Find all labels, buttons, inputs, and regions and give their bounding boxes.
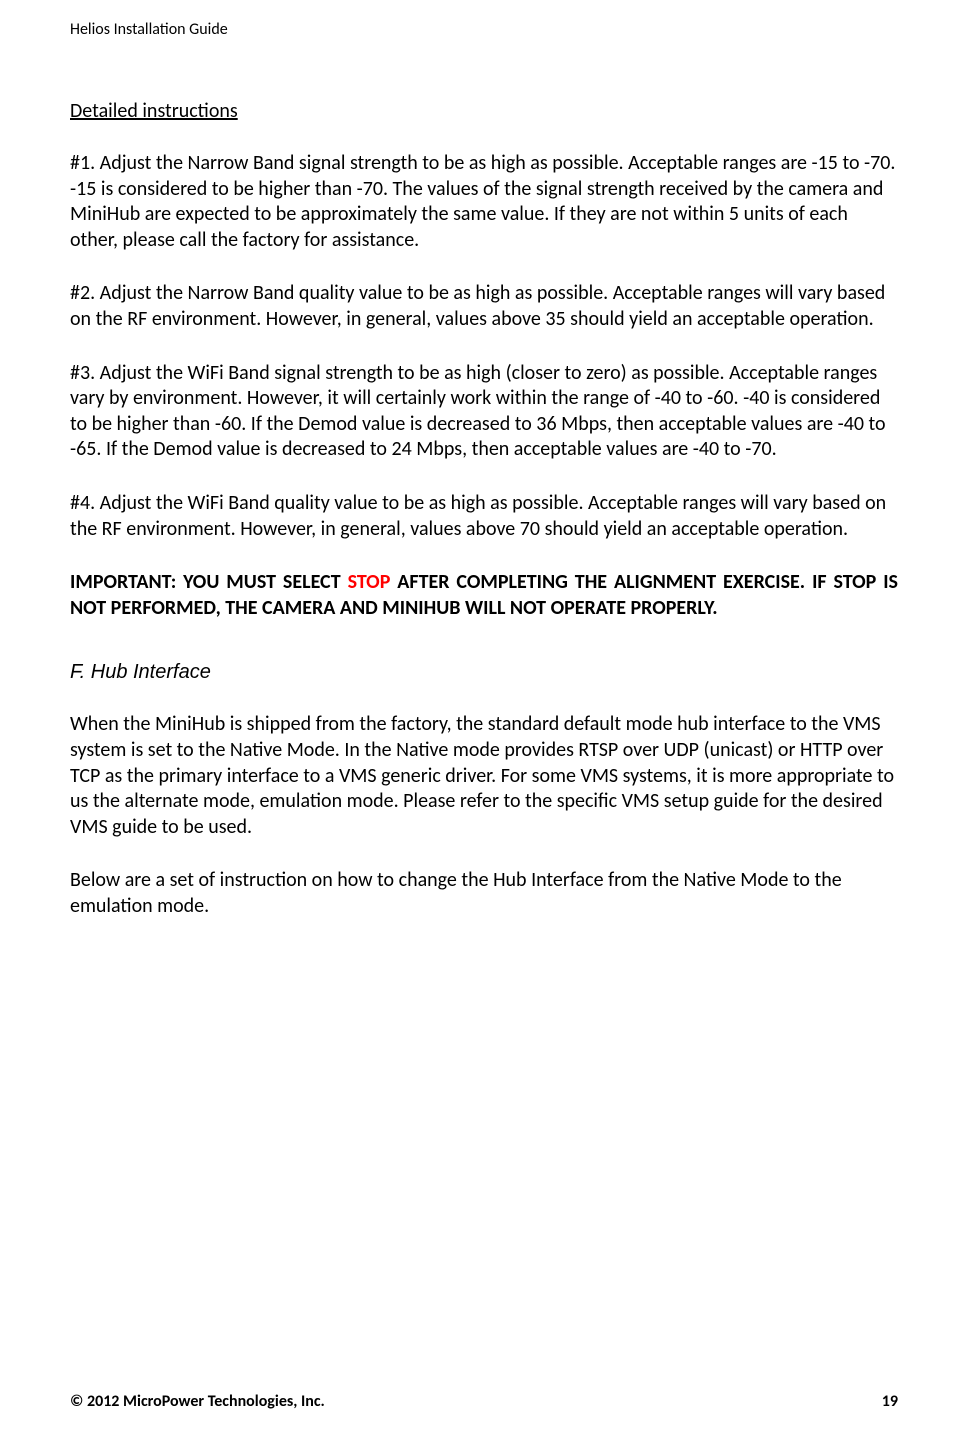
- important-notice: IMPORTANT: YOU MUST SELECT STOP AFTER CO…: [70, 570, 898, 621]
- section-title-detailed-instructions: Detailed instructions: [70, 99, 898, 123]
- instruction-2: #2. Adjust the Narrow Band quality value…: [70, 281, 898, 332]
- footer-page-number: 19: [882, 1392, 898, 1411]
- important-text-pre: IMPORTANT: YOU MUST SELECT: [70, 570, 348, 594]
- hub-interface-para-1: When the MiniHub is shipped from the fac…: [70, 712, 898, 840]
- important-stop-word: STOP: [348, 570, 391, 594]
- instruction-1: #1. Adjust the Narrow Band signal streng…: [70, 151, 898, 253]
- subheading-hub-interface: F. Hub Interface: [70, 661, 898, 684]
- page: Helios Installation Guide Detailed instr…: [0, 0, 968, 1435]
- doc-header: Helios Installation Guide: [70, 20, 898, 39]
- footer-copyright: © 2012 MicroPower Technologies, Inc.: [70, 1392, 325, 1411]
- page-footer: © 2012 MicroPower Technologies, Inc. 19: [70, 1392, 898, 1411]
- instruction-4: #4. Adjust the WiFi Band quality value t…: [70, 491, 898, 542]
- instruction-3: #3. Adjust the WiFi Band signal strength…: [70, 361, 898, 463]
- hub-interface-para-2: Below are a set of instruction on how to…: [70, 868, 898, 919]
